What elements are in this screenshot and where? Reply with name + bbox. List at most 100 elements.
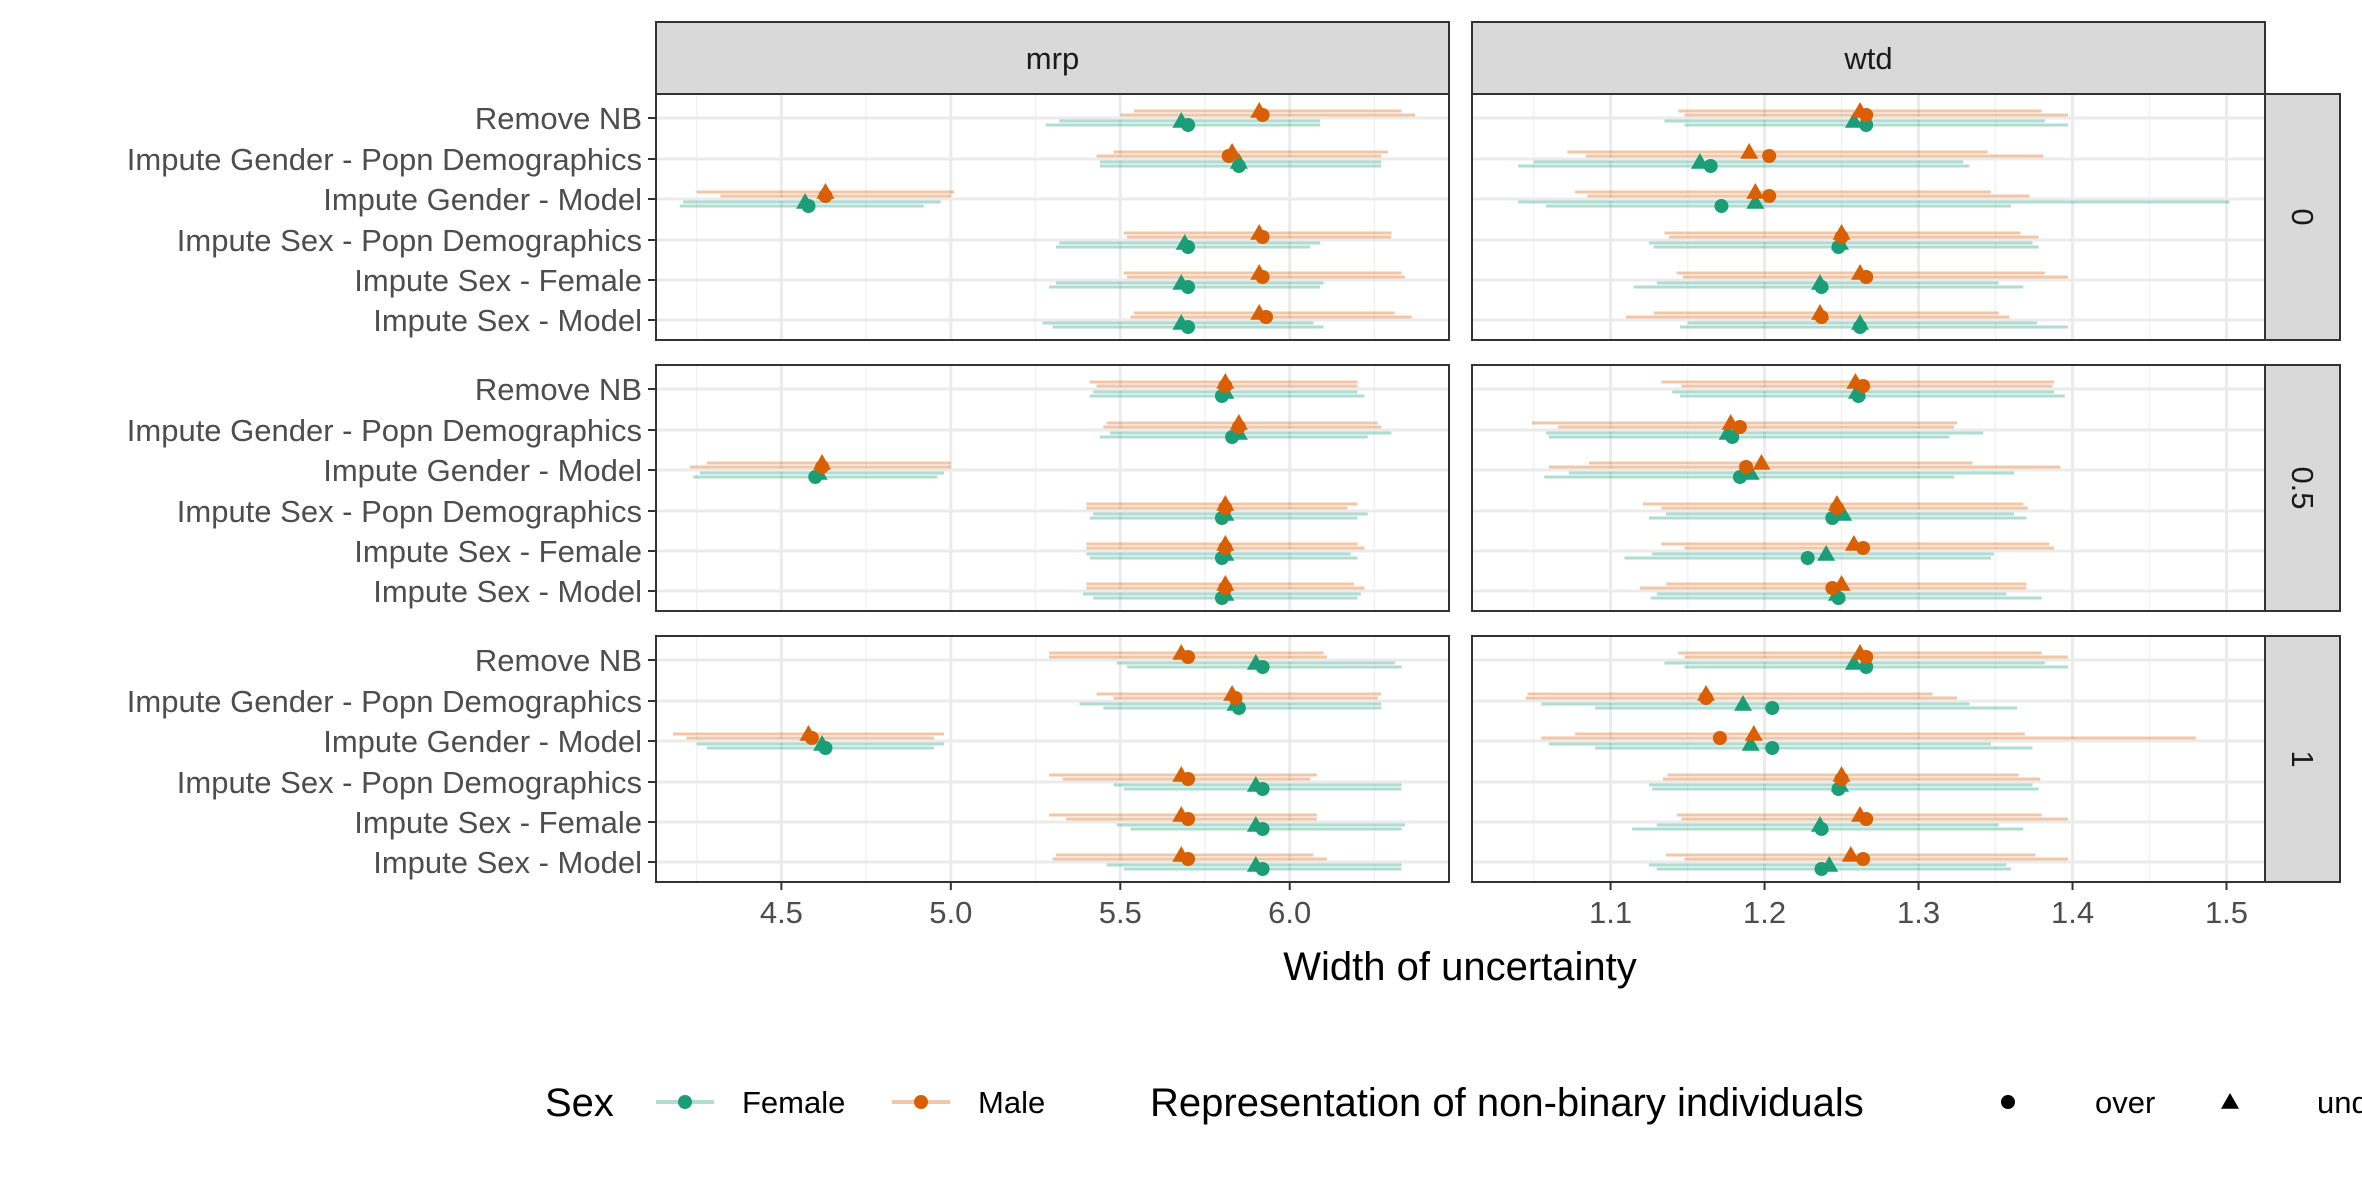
data-point	[1841, 846, 1860, 862]
data-point	[1246, 776, 1265, 792]
legend-label-male: Male	[978, 1085, 1045, 1120]
y-tick-label: Impute Sex - Popn Demographics	[177, 223, 642, 258]
strip-wtd	[1471, 21, 2266, 95]
panel-bg	[656, 365, 1449, 611]
data-point	[1172, 766, 1191, 782]
y-tick-label: Impute Sex - Model	[373, 574, 642, 609]
data-point	[1223, 685, 1242, 701]
data-point	[1741, 735, 1760, 751]
panel-bg	[1472, 94, 2265, 340]
panel-wtd-0.5: 0.5	[1471, 364, 2341, 612]
strip-row-label: 1	[2285, 750, 2320, 767]
data-point	[1765, 741, 1780, 755]
panel-bg	[1472, 636, 2265, 882]
data-point	[1250, 264, 1269, 280]
data-point	[1846, 373, 1865, 389]
legend-label-over: over	[2095, 1085, 2155, 1120]
y-tick-label: Impute Gender - Model	[323, 724, 642, 759]
x-tick-label: 4.5	[760, 895, 803, 930]
x-tick-label: 6.0	[1268, 895, 1311, 930]
data-point	[1810, 304, 1829, 320]
panel-bg	[1472, 365, 2265, 611]
data-point	[1172, 644, 1191, 660]
legend-title-sex: Sex	[545, 1081, 614, 1125]
y-tick-label: Impute Sex - Female	[354, 805, 642, 840]
data-point	[1216, 373, 1235, 389]
y-tick-label: Impute Sex - Model	[373, 303, 642, 338]
data-point	[1246, 654, 1265, 670]
panels-layer: mrp Remove NB Impute Gender - Popn Demogra…	[127, 21, 2341, 989]
data-point	[1847, 383, 1866, 399]
data-point	[1229, 414, 1248, 430]
legend-key-shape	[2001, 1095, 2015, 1109]
x-axis-title: Width of uncertainty	[1283, 945, 1637, 989]
strip-row-label: 0.5	[2285, 466, 2320, 509]
data-point	[1216, 495, 1235, 511]
y-tick-label: Impute Sex - Female	[354, 534, 642, 569]
x-tick-label: 1.4	[2051, 895, 2094, 930]
data-point	[1832, 575, 1851, 591]
y-tick-label: Impute Gender - Model	[323, 182, 642, 217]
data-point	[1712, 731, 1727, 745]
data-point	[1856, 852, 1871, 866]
panel-wtd-1: 1	[1471, 635, 2341, 883]
data-point	[1721, 414, 1740, 430]
x-tick-label: 5.0	[929, 895, 972, 930]
panel-border	[655, 364, 1450, 612]
data-point	[1697, 685, 1716, 701]
data-point	[1844, 535, 1863, 551]
panel-border	[655, 93, 1450, 341]
data-point	[1690, 153, 1709, 169]
data-point	[1752, 454, 1771, 470]
data-point	[1832, 224, 1851, 240]
data-point	[799, 725, 818, 741]
legend-key-point	[678, 1095, 692, 1109]
data-point	[1172, 112, 1191, 128]
data-point	[1859, 118, 1874, 132]
panel-border	[655, 635, 1450, 883]
panel-mrp-1: Remove NB Impute Gender - Popn Demographi…	[127, 635, 1450, 883]
data-point	[1250, 102, 1269, 118]
data-point	[1732, 470, 1747, 484]
data-point	[1851, 102, 1870, 118]
data-point	[1810, 816, 1829, 832]
data-point	[1762, 149, 1777, 163]
data-point	[1172, 314, 1191, 330]
data-point	[813, 454, 832, 470]
y-tick-label: Impute Gender - Model	[323, 453, 642, 488]
data-point	[1810, 274, 1829, 290]
data-point	[1851, 314, 1870, 330]
data-point	[1825, 581, 1840, 595]
data-point	[1732, 420, 1747, 434]
strip-label-wtd: wtd	[1843, 41, 1892, 76]
strip-row-1	[2264, 635, 2341, 883]
y-tick-label: Remove NB	[475, 101, 642, 136]
data-point	[1246, 816, 1265, 832]
data-point	[1851, 644, 1870, 660]
data-point	[1765, 701, 1780, 715]
data-point	[1246, 856, 1265, 872]
legend-key-shape	[2221, 1093, 2239, 1109]
data-point	[813, 735, 832, 751]
strip-row-label: 0	[2285, 208, 2320, 225]
data-point	[1223, 143, 1242, 159]
data-point	[1172, 806, 1191, 822]
x-tick-label: 1.5	[2205, 895, 2248, 930]
data-point	[1172, 274, 1191, 290]
y-tick-label: Impute Sex - Model	[373, 845, 642, 880]
data-point	[1851, 806, 1870, 822]
y-tick-label: Impute Gender - Popn Demographics	[127, 684, 642, 719]
data-point	[1844, 112, 1863, 128]
data-point	[1800, 551, 1815, 565]
data-point	[1834, 505, 1853, 521]
data-point	[1714, 199, 1729, 213]
data-point	[1734, 695, 1753, 711]
data-point	[1740, 143, 1759, 159]
legend-label-unde: unde	[2317, 1085, 2362, 1120]
strip-mrp	[655, 21, 1450, 95]
data-point	[1250, 224, 1269, 240]
data-point	[796, 193, 815, 209]
x-tick-label: 5.5	[1099, 895, 1142, 930]
y-tick-label: Impute Gender - Popn Demographics	[127, 413, 642, 448]
x-tick-label: 1.2	[1743, 895, 1786, 930]
